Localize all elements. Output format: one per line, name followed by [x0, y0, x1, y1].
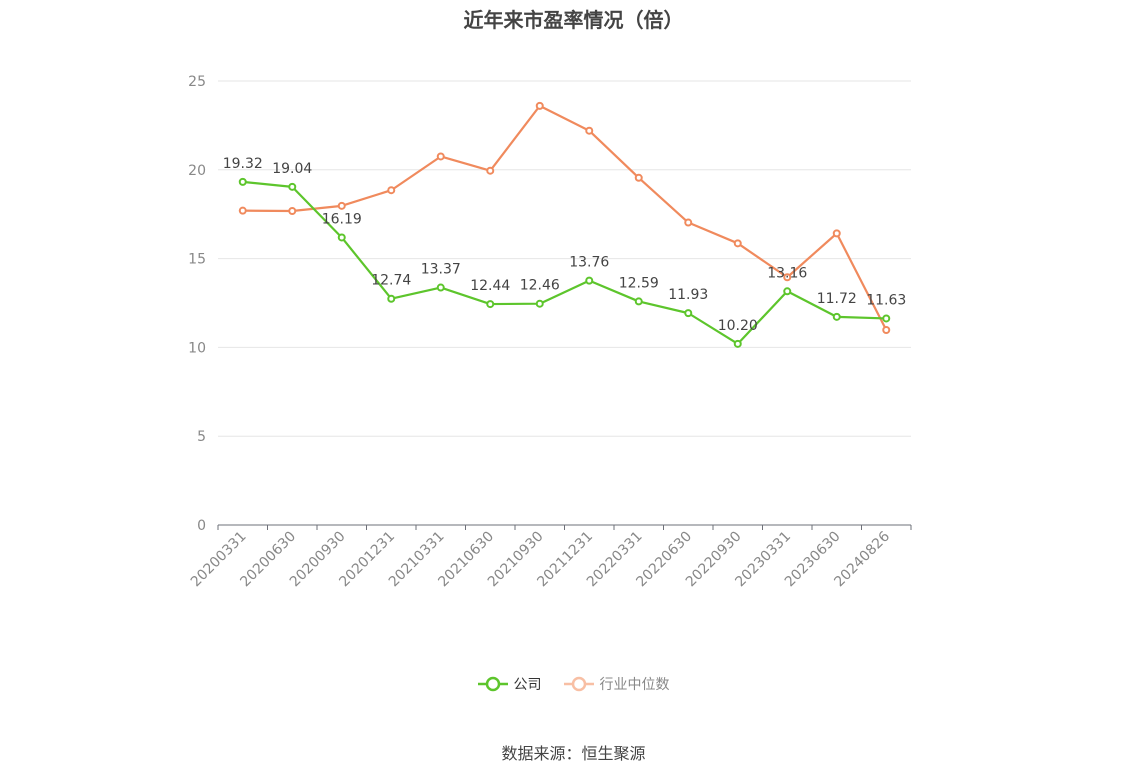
- data-point: [436, 283, 445, 292]
- data-point: [733, 339, 742, 348]
- data-label: 16.19: [322, 211, 362, 227]
- data-point: [337, 201, 346, 210]
- data-point: [733, 239, 742, 248]
- data-point: [535, 101, 544, 110]
- data-label: 12.74: [371, 273, 411, 289]
- data-label: 13.16: [767, 265, 807, 281]
- data-label: 11.93: [668, 287, 708, 303]
- series-line: [242, 180, 887, 345]
- legend-line-icon: [477, 676, 508, 692]
- y-tick-label: 25: [188, 74, 206, 90]
- legend-item[interactable]: 行业中位数: [563, 674, 670, 694]
- data-label: 11.72: [817, 291, 857, 307]
- data-point: [238, 206, 247, 215]
- source-note: 数据来源：恒生聚源: [501, 744, 646, 763]
- data-label: 13.37: [421, 262, 461, 278]
- data-point: [882, 314, 891, 323]
- data-point: [684, 218, 693, 227]
- data-label: 19.04: [272, 161, 312, 177]
- data-point: [486, 166, 495, 175]
- y-tick-label: 10: [188, 340, 206, 356]
- data-point: [535, 299, 544, 308]
- data-point: [387, 294, 396, 303]
- legend-label: 行业中位数: [599, 677, 670, 693]
- data-point: [634, 173, 643, 182]
- data-point: [832, 229, 841, 238]
- data-label: 12.46: [520, 278, 560, 294]
- legend-item[interactable]: 公司: [477, 674, 542, 694]
- series-layer: [238, 101, 891, 348]
- y-tick-label: 0: [197, 518, 206, 534]
- data-label: 13.76: [569, 255, 609, 271]
- data-point: [337, 233, 346, 242]
- y-tick-label: 15: [188, 252, 206, 268]
- data-label: 12.59: [619, 275, 659, 291]
- data-label: 19.32: [223, 156, 263, 172]
- y-tick-label: 5: [197, 429, 206, 445]
- data-point: [436, 152, 445, 161]
- data-point: [832, 312, 841, 321]
- legend: 公司 行业中位数: [0, 674, 1147, 694]
- series-line: [242, 104, 888, 331]
- data-point: [684, 309, 693, 318]
- legend-label: 公司: [513, 677, 542, 693]
- grid-layer: [218, 80, 911, 437]
- data-label: 12.44: [470, 278, 510, 294]
- data-point: [783, 273, 792, 282]
- data-label: 10.20: [718, 318, 758, 334]
- data-point: [585, 126, 594, 135]
- data-point: [238, 177, 247, 186]
- data-point: [288, 182, 297, 191]
- axis-layer: 0510152025202003312020063020200930202012…: [188, 74, 912, 590]
- data-point: [585, 276, 594, 285]
- data-label: 11.63: [866, 292, 906, 308]
- data-point: [634, 297, 643, 306]
- chart-title: 近年来市盈率情况（倍）: [463, 8, 684, 32]
- data-point: [288, 207, 297, 216]
- data-point: [783, 287, 792, 296]
- data-point: [486, 300, 495, 309]
- legend-line-icon: [563, 676, 594, 692]
- data-point: [882, 325, 891, 334]
- y-tick-label: 20: [188, 163, 206, 179]
- data-point: [387, 186, 396, 195]
- label-layer: 19.32 19.04 16.19 12.74 13.37 12.44 12.46 13.76…: [223, 156, 907, 334]
